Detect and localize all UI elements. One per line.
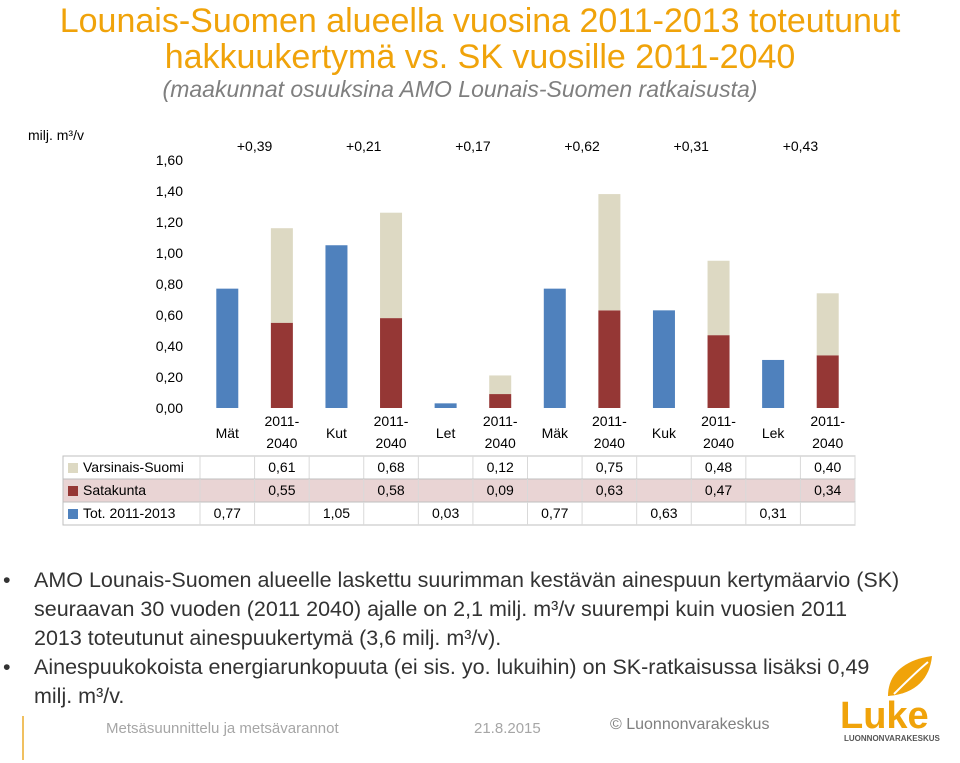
footer-date: 21.8.2015	[474, 720, 541, 737]
difference-label: +0,39	[237, 138, 273, 154]
table-value: 0,09	[487, 482, 514, 498]
y-tick-label: 0,00	[156, 400, 183, 416]
y-tick-label: 0,60	[156, 307, 183, 323]
table-value: 0,63	[596, 482, 623, 498]
legend-swatch	[68, 463, 78, 473]
footer-copyright: © Luonnonvarakeskus	[610, 716, 770, 733]
table-value: 1,05	[323, 505, 350, 521]
bar-segment	[380, 212, 403, 319]
table-value: 0,77	[541, 505, 568, 521]
category-label: Let	[436, 425, 456, 441]
bullet-item: • AMO Lounais-Suomen alueelle laskettu s…	[0, 566, 900, 653]
table-value: 0,12	[487, 459, 514, 475]
bullet-list: • AMO Lounais-Suomen alueelle laskettu s…	[0, 566, 900, 711]
y-tick-label: 0,40	[156, 338, 183, 354]
table-value: 0,47	[705, 482, 732, 498]
difference-label: +0,62	[564, 138, 600, 154]
category-label: 2040	[485, 435, 516, 451]
category-label: Mäk	[542, 425, 569, 441]
bar-segment	[816, 355, 839, 408]
logo-leaf-icon	[888, 656, 932, 696]
bullet-dot: •	[3, 568, 11, 592]
table-value: 0,48	[705, 459, 732, 475]
category-label: Mät	[216, 425, 239, 441]
table-value: 0,77	[214, 505, 241, 521]
bar-segment	[598, 194, 621, 311]
table-value: 0,75	[596, 459, 623, 475]
bar-segment	[325, 245, 348, 408]
table-row	[62, 478, 856, 503]
category-label: Lek	[762, 425, 786, 441]
category-label: 2011-	[483, 413, 518, 429]
bullet-dot: •	[3, 655, 11, 679]
y-tick-label: 0,80	[156, 276, 183, 292]
category-label: 2040	[703, 435, 734, 451]
difference-label: +0,17	[455, 138, 491, 154]
subtitle: (maakunnat osuuksina AMO Lounais-Suomen …	[162, 76, 758, 102]
category-label: 2011-	[810, 413, 845, 429]
category-label: Kuk	[652, 425, 677, 441]
bar-segment	[652, 310, 675, 408]
bar-segment	[816, 293, 839, 356]
category-label: 2011-	[374, 413, 409, 429]
y-tick-label: 0,20	[156, 369, 183, 385]
title-line-2: hakkuukertymä vs. SK vuosille 2011-2040	[164, 38, 796, 76]
table-value: 0,55	[268, 482, 295, 498]
legend-label: Satakunta	[83, 482, 146, 498]
y-axis-unit-label: milj. m³/v	[28, 127, 84, 143]
table-value: 0,61	[268, 459, 295, 475]
legend-swatch	[68, 486, 78, 496]
bar-segment	[707, 335, 730, 408]
bar-segment	[762, 359, 785, 408]
bar-segment	[489, 375, 512, 395]
title-line-1: Lounais-Suomen alueella vuosina 2011-201…	[59, 2, 901, 40]
footer-section-name: Metsäsuunnittelu ja metsävarannot	[106, 720, 339, 737]
legend-label: Varsinais-Suomi	[83, 459, 184, 475]
bar-segment	[380, 318, 403, 408]
footer-divider	[22, 716, 24, 760]
y-tick-label: 1,40	[156, 183, 183, 199]
bullet-item: • Ainespuukokoista energiarunkopuuta (ei…	[0, 653, 900, 711]
table-value: 0,63	[650, 505, 677, 521]
category-label: 2011-	[701, 413, 736, 429]
category-label: 2040	[594, 435, 625, 451]
table-value: 0,31	[760, 505, 787, 521]
stacked-bar-chart: milj. m³/v 0,00 0,20 0,40 0,60 0,80 1,00 1,20 1,…	[28, 127, 856, 526]
table-value: 0,58	[377, 482, 404, 498]
difference-label: +0,21	[346, 138, 382, 154]
y-tick-label: 1,20	[156, 214, 183, 230]
bar-segment	[434, 403, 457, 408]
bar-segment	[270, 228, 293, 323]
category-label: 2040	[375, 435, 406, 451]
table-value: 0,68	[377, 459, 404, 475]
category-label: 2011-	[264, 413, 299, 429]
category-label: 2011-	[592, 413, 627, 429]
legend-swatch	[68, 509, 78, 519]
table-value: 0,40	[814, 459, 841, 475]
bar-segment	[707, 260, 730, 336]
difference-label: +0,43	[783, 138, 819, 154]
table-value: 0,34	[814, 482, 841, 498]
bar-segment	[489, 394, 512, 408]
bar-segment	[216, 288, 239, 408]
category-label: Kut	[326, 425, 347, 441]
y-tick-label: 1,00	[156, 245, 183, 261]
category-label: 2040	[266, 435, 297, 451]
bullet-text: Ainespuukokoista energiarunkopuuta (ei s…	[34, 655, 870, 708]
logo-word: Luke	[840, 695, 929, 737]
bar-segment	[270, 322, 293, 408]
bar-segment	[543, 288, 566, 408]
table-value: 0,03	[432, 505, 459, 521]
logo-subtext: LUONNONVARAKESKUS	[844, 734, 941, 743]
luke-logo: Luke LUONNONVARAKESKUS	[840, 656, 941, 743]
bar-segment	[598, 310, 621, 408]
category-label: 2040	[812, 435, 843, 451]
legend-label: Tot. 2011-2013	[83, 505, 176, 521]
bullet-text: AMO Lounais-Suomen alueelle laskettu suu…	[34, 568, 900, 650]
difference-label: +0,31	[674, 138, 710, 154]
y-tick-label: 1,60	[156, 152, 183, 168]
